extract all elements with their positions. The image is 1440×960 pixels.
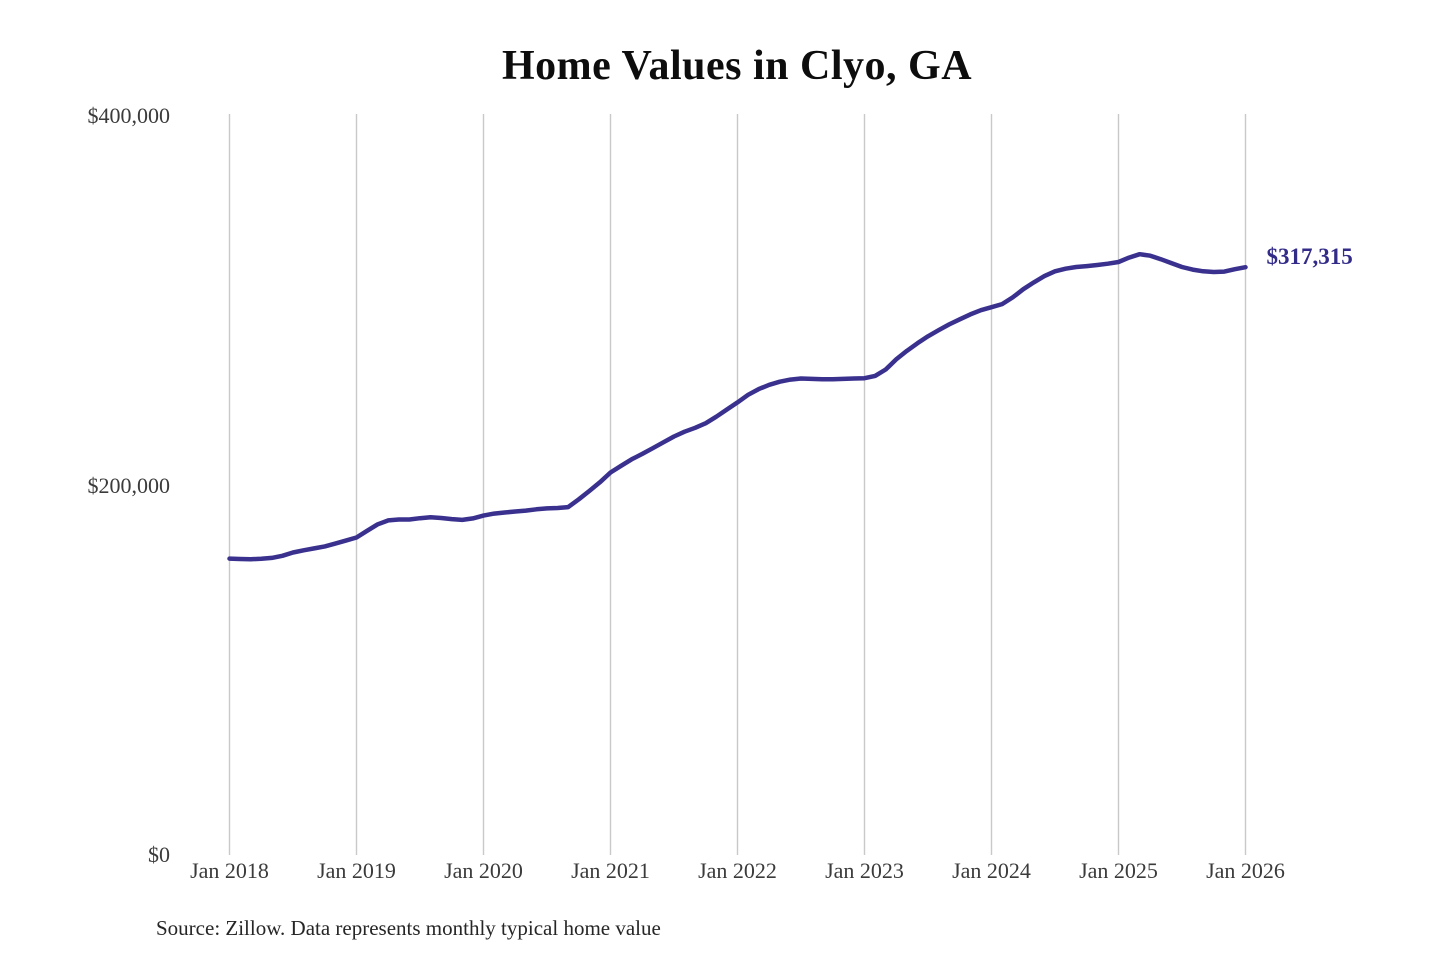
chart-title: Home Values in Clyo, GA	[501, 43, 973, 89]
y-axis-tick-label: $200,000	[87, 473, 171, 498]
x-axis-tick-label: Jan 2018	[190, 858, 269, 883]
x-axis-tick-label: Jan 2024	[952, 858, 1031, 883]
x-axis-tick-label: Jan 2025	[1079, 858, 1158, 883]
x-axis-tick-label: Jan 2021	[571, 858, 650, 883]
x-axis-tick-label: Jan 2022	[698, 858, 777, 883]
trend-line	[227, 251, 1248, 562]
x-axis-tick-label: Jan 2023	[825, 858, 904, 883]
latest-value-label: $317,315	[1266, 244, 1353, 270]
y-axis-tick-label: $0	[148, 842, 170, 867]
y-axis-tick-label: $400,000	[87, 103, 171, 128]
source-note: Source: Zillow. Data represents monthly …	[156, 916, 661, 940]
x-axis-tick-label: Jan 2026	[1206, 858, 1285, 883]
gridlines	[228, 114, 1247, 855]
x-axis-tick-label: Jan 2020	[444, 858, 523, 883]
x-axis-tick-label: Jan 2019	[317, 858, 396, 883]
